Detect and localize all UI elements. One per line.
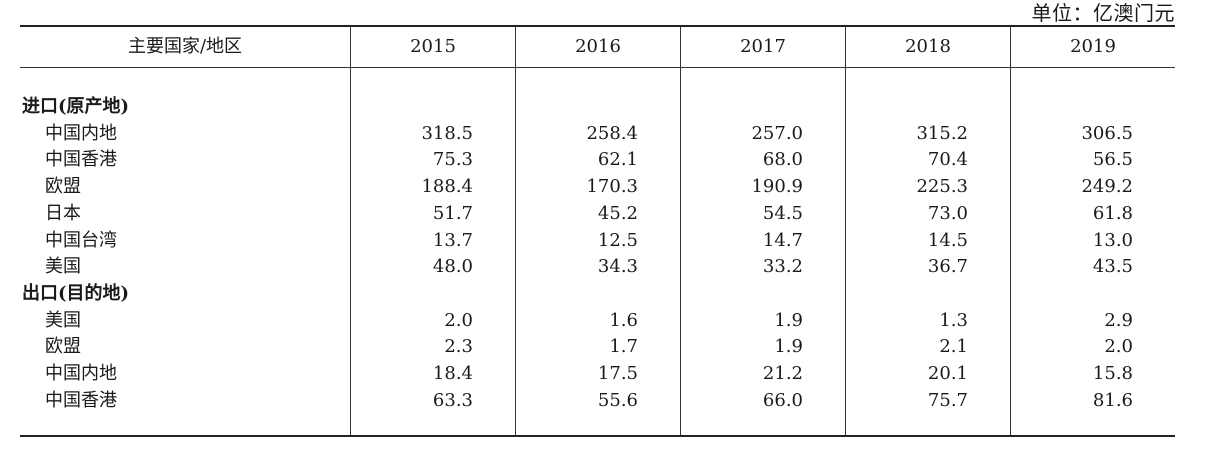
value-cell: 1.3	[939, 309, 968, 331]
value-cell: 188.4	[421, 176, 473, 198]
value-cell: 68.0	[762, 149, 803, 171]
value-cell: 257.0	[751, 122, 803, 144]
value-cell: 2.3	[444, 336, 473, 358]
header-year-2019: 2019	[1070, 36, 1116, 57]
table-header: 主要国家/地区 2015 2016 2017 2018 2019	[20, 27, 1175, 68]
value-cell: 54.5	[762, 202, 803, 224]
value-cell: 258.4	[586, 122, 638, 144]
value-cell: 81.6	[1092, 389, 1133, 411]
value-cell: 66.0	[762, 389, 803, 411]
value-cell: 43.5	[1092, 256, 1133, 278]
row-label: 日本	[45, 202, 81, 224]
value-cell: 13.7	[432, 229, 473, 251]
value-cell: 318.5	[421, 122, 473, 144]
value-cell: 63.3	[432, 389, 473, 411]
value-cell: 55.6	[597, 389, 638, 411]
row-label: 中国内地	[45, 122, 117, 144]
value-cell: 315.2	[916, 122, 968, 144]
unit-label: 单位：亿澳门元	[1031, 1, 1175, 25]
section-title: 进口(原产地)	[22, 96, 130, 117]
value-cell: 170.3	[586, 176, 638, 198]
value-cell: 12.5	[597, 229, 638, 251]
value-cell: 56.5	[1092, 149, 1133, 171]
value-cell: 13.0	[1092, 229, 1133, 251]
column-divider	[680, 27, 681, 435]
value-cell: 249.2	[1081, 176, 1133, 198]
value-cell: 1.9	[774, 309, 803, 331]
value-cell: 62.1	[597, 149, 638, 171]
trade-table: 主要国家/地区 2015 2016 2017 2018 2019 进口(原产地)…	[20, 25, 1175, 437]
column-divider	[515, 27, 516, 435]
value-cell: 14.5	[927, 229, 968, 251]
header-year-2015: 2015	[410, 36, 456, 57]
row-label: 中国香港	[45, 389, 117, 411]
value-cell: 15.8	[1092, 363, 1133, 384]
value-cell: 61.8	[1092, 202, 1133, 224]
value-cell: 36.7	[927, 256, 968, 278]
value-cell: 2.9	[1104, 309, 1133, 331]
value-cell: 18.4	[432, 363, 473, 384]
value-cell: 2.0	[1104, 336, 1133, 358]
row-label: 中国台湾	[45, 229, 117, 251]
column-divider	[1010, 27, 1011, 435]
column-divider	[350, 27, 351, 435]
header-year-2016: 2016	[575, 36, 621, 57]
row-label: 美国	[45, 309, 81, 331]
value-cell: 45.2	[597, 202, 638, 224]
section-title: 出口(目的地)	[22, 282, 130, 304]
value-cell: 75.7	[927, 389, 968, 411]
value-cell: 75.3	[432, 149, 473, 171]
value-cell: 33.2	[762, 256, 803, 278]
value-cell: 73.0	[927, 202, 968, 224]
value-cell: 225.3	[916, 176, 968, 198]
row-label: 美国	[45, 256, 81, 278]
header-region: 主要国家/地区	[127, 36, 243, 57]
row-label: 中国内地	[45, 363, 117, 384]
header-year-2018: 2018	[905, 36, 951, 57]
value-cell: 1.6	[609, 309, 638, 331]
row-label: 欧盟	[45, 176, 81, 198]
header-year-2017: 2017	[740, 36, 786, 57]
row-label: 欧盟	[45, 336, 81, 358]
value-cell: 306.5	[1081, 122, 1133, 144]
value-cell: 1.7	[609, 336, 638, 358]
value-cell: 17.5	[597, 363, 638, 384]
value-cell: 51.7	[432, 202, 473, 224]
value-cell: 2.1	[939, 336, 968, 358]
value-cell: 34.3	[597, 256, 638, 278]
value-cell: 1.9	[774, 336, 803, 358]
value-cell: 20.1	[927, 363, 968, 384]
value-cell: 48.0	[432, 256, 473, 278]
value-cell: 14.7	[762, 229, 803, 251]
value-cell: 2.0	[444, 309, 473, 331]
column-divider	[845, 27, 846, 435]
value-cell: 190.9	[751, 176, 803, 198]
row-label: 中国香港	[45, 149, 117, 171]
value-cell: 21.2	[762, 363, 803, 384]
value-cell: 70.4	[927, 149, 968, 171]
